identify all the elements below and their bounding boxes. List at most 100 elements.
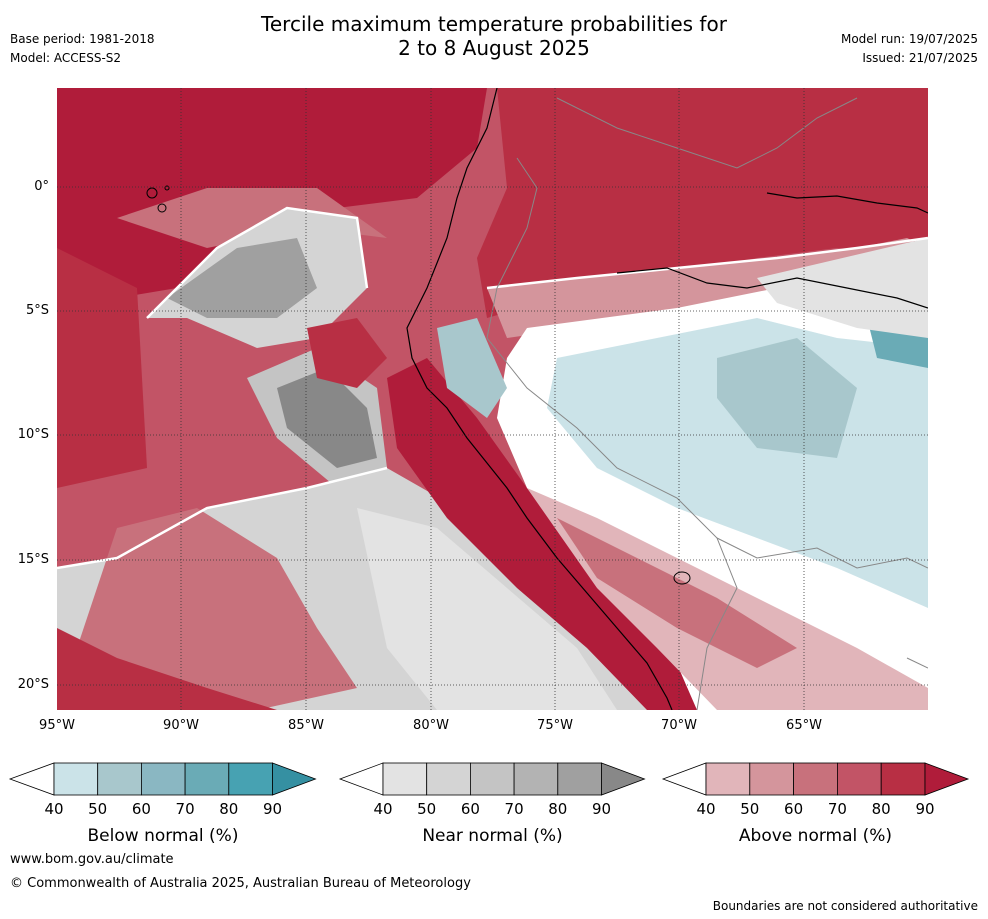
galapagos-island-2 (157, 203, 167, 213)
colorbar-tick-label: 60 (784, 800, 804, 818)
colorbar-title-below: Below normal (%) (87, 826, 239, 846)
near-normal-core (277, 368, 377, 468)
lat-label-10s: 10°S (17, 427, 49, 442)
colorbar-title-above: Above normal (%) (738, 826, 893, 846)
colorbar-tick-label: 80 (871, 800, 891, 818)
below-normal-coastal-patch (437, 318, 507, 418)
title-line-1: Tercile maximum temperature probabilitie… (261, 12, 727, 36)
colorbar-tick-label: 70 (827, 800, 847, 818)
above-normal-southeast-band (527, 488, 928, 710)
contour-line-2 (57, 466, 388, 570)
colorbar-right-arrow (924, 762, 970, 796)
copyright-text: © Commonwealth of Australia 2025, Austra… (10, 876, 471, 891)
lon-label-90w: 90°W (163, 718, 199, 733)
lat-label-20s: 20°S (17, 677, 49, 692)
website-text: www.bom.gov.au/climate (10, 852, 174, 867)
near-normal-region-2 (167, 238, 317, 318)
lat-label-0: 0° (34, 179, 49, 194)
colorbar-segment (880, 762, 926, 796)
galapagos-island-3 (164, 185, 170, 191)
lake-titicaca (673, 571, 691, 585)
above-normal-southeast-core (557, 518, 797, 668)
colorbar-tick-label: 50 (88, 800, 108, 818)
colorbar-segment (469, 762, 515, 796)
map-title: Tercile maximum temperature probabilitie… (0, 12, 988, 60)
colorbar-tick-label: 80 (219, 800, 239, 818)
country-border-4 (906, 657, 928, 669)
colorbar-segment (184, 762, 230, 796)
colorbar-tick-label: 60 (131, 800, 151, 818)
model-text: Model: ACCESS-S2 (10, 51, 122, 65)
title-line-2: 2 to 8 August 2025 (398, 36, 590, 60)
colorbar-tick-label: 60 (460, 800, 480, 818)
gridlines (57, 88, 928, 710)
probability-map (57, 88, 928, 710)
galapagos-island-1 (146, 187, 158, 199)
colorbar-title-near: Near normal (%) (422, 826, 563, 846)
colorbar-left-arrow (661, 762, 707, 796)
lat-label-15s: 15°S (17, 552, 49, 567)
colorbar-tick-label: 40 (696, 800, 716, 818)
colorbar-segment (53, 762, 99, 796)
above-normal-north-land (477, 88, 928, 318)
colorbar-segment (382, 762, 428, 796)
issued-text: Issued: 21/07/2025 (862, 51, 978, 65)
colorbar-tick-label: 90 (591, 800, 612, 818)
above-normal-light-band (487, 238, 928, 338)
above-normal-southwest-band (77, 508, 357, 710)
lon-label-85w: 85°W (288, 718, 324, 733)
country-border-3 (716, 537, 928, 569)
lon-label-70w: 70°W (661, 718, 697, 733)
model-run-text: Model run: 19/07/2025 (840, 32, 978, 46)
colorbar-segment (228, 762, 273, 796)
colorbar-right-arrow (272, 762, 317, 796)
lon-label-80w: 80°W (413, 718, 449, 733)
country-border-1 (486, 157, 738, 710)
colorbar-tick-label: 50 (740, 800, 760, 818)
colorbar-tick-label: 40 (373, 800, 393, 818)
contour-line-3 (486, 236, 928, 290)
colorbar-tick-label: 70 (504, 800, 524, 818)
colorbar-left-arrow (338, 762, 384, 796)
above-normal-west-region (57, 248, 147, 488)
below-normal-region-2 (717, 338, 857, 458)
disclaimer-text: Boundaries are not considered authoritat… (712, 899, 978, 913)
colorbar-segment (557, 762, 602, 796)
colorbar-tick-label: 40 (44, 800, 64, 818)
colorbar-below-normal (8, 762, 317, 796)
colorbar-segment (513, 762, 559, 796)
near-normal-northeast (757, 238, 928, 338)
colorbar-tick-label: 90 (262, 800, 283, 818)
lon-label-75w: 75°W (537, 718, 573, 733)
colorbar-tick-label: 50 (417, 800, 437, 818)
lat-label-5s: 5°S (25, 303, 49, 318)
colorbar-segment (837, 762, 882, 796)
colorbar-segment (140, 762, 186, 796)
amazon-river (766, 192, 928, 214)
colorbar-above-normal (661, 762, 970, 796)
colorbar-tick-label: 80 (548, 800, 568, 818)
base-period-text: Base period: 1981-2018 (10, 32, 155, 46)
colorbar-segment (426, 762, 471, 796)
colorbar-tick-label: 90 (915, 800, 935, 818)
lon-label-65w: 65°W (786, 718, 822, 733)
river-line (616, 267, 928, 309)
country-border-2 (556, 97, 858, 169)
colorbar-segment (705, 762, 751, 796)
colorbar-tick-label: 70 (175, 800, 195, 818)
near-normal-coastal-region (357, 508, 617, 710)
colorbar-near-normal (338, 762, 646, 796)
above-normal-patch (307, 318, 387, 388)
coastline (406, 88, 673, 710)
above-normal-coastal-strip (387, 358, 697, 710)
colorbar-segment (97, 762, 142, 796)
colorbar-segment (793, 762, 838, 796)
colorbar-left-arrow (8, 762, 55, 796)
above-normal-southwest-core (57, 628, 277, 710)
colorbar-segment (749, 762, 794, 796)
colorbar-right-arrow (601, 762, 646, 796)
lon-label-95w: 95°W (39, 718, 75, 733)
above-normal-band (117, 188, 387, 248)
colorbars (8, 762, 970, 796)
contour-line-1 (146, 206, 369, 319)
